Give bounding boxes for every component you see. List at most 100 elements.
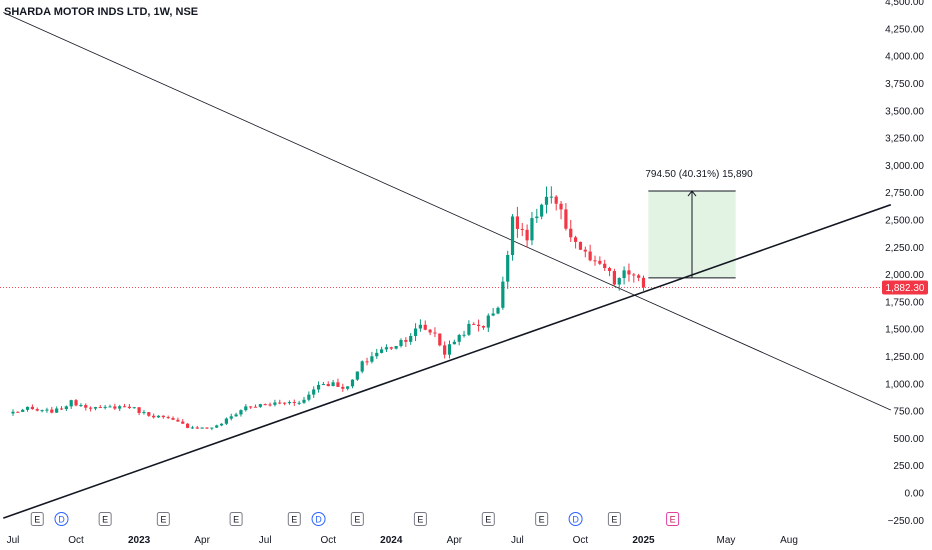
earnings-marker[interactable] [350,512,364,526]
candle[interactable] [331,382,335,387]
candle[interactable] [273,402,277,405]
candle[interactable] [93,407,98,409]
dividend-marker[interactable] [568,512,583,526]
candle[interactable] [389,347,393,349]
candle[interactable] [186,423,190,428]
candle[interactable] [127,406,131,409]
candle[interactable] [641,277,646,288]
candle[interactable] [55,408,59,413]
candle[interactable] [166,417,170,419]
candle[interactable] [375,352,379,357]
candle[interactable] [549,196,553,198]
candle[interactable] [574,237,578,242]
candle[interactable] [278,402,282,404]
candle[interactable] [253,406,258,408]
candle[interactable] [103,406,107,408]
earnings-marker[interactable] [229,512,243,526]
candle[interactable] [472,323,476,325]
candle[interactable] [462,334,466,336]
earnings-marker[interactable] [98,512,112,526]
candle[interactable] [215,425,219,428]
candle[interactable] [263,404,267,406]
candle[interactable] [122,406,127,408]
candle[interactable] [491,313,495,316]
candle[interactable] [593,260,597,262]
candle[interactable] [496,307,500,314]
candle[interactable] [40,410,44,412]
candle[interactable] [89,407,93,409]
candle[interactable] [544,196,549,205]
candle[interactable] [152,415,156,418]
earnings-marker[interactable] [607,512,621,526]
earnings-marker[interactable] [156,512,170,526]
candle[interactable] [447,344,452,355]
candle[interactable] [384,347,389,350]
candle[interactable] [588,251,592,261]
candle[interactable] [578,241,583,250]
candle[interactable] [540,204,544,217]
candle[interactable] [413,328,418,336]
candle[interactable] [554,196,558,204]
candle[interactable] [50,409,54,413]
candle[interactable] [98,407,102,409]
candle[interactable] [632,274,636,276]
candle[interactable] [598,260,602,264]
candle[interactable] [176,419,180,422]
candle[interactable] [74,400,78,406]
candle[interactable] [452,341,456,345]
candle[interactable] [79,405,83,407]
candle[interactable] [438,333,442,346]
candle[interactable] [443,345,447,355]
candle[interactable] [239,410,243,415]
candle[interactable] [326,384,330,387]
candle[interactable] [316,384,321,390]
candle[interactable] [399,339,403,347]
candle[interactable] [268,404,272,406]
candle[interactable] [229,416,233,419]
candle[interactable] [336,382,340,387]
candle[interactable] [520,228,524,230]
candle[interactable] [423,324,427,330]
earnings-marker[interactable] [413,512,427,526]
candle[interactable] [365,361,369,363]
candle[interactable] [21,409,25,412]
candle[interactable] [69,400,73,407]
candle[interactable] [428,329,432,333]
candle[interactable] [481,325,486,328]
candle[interactable] [161,415,165,418]
candle[interactable] [515,216,519,229]
earnings-marker[interactable] [30,512,44,526]
candle[interactable] [622,270,626,279]
candle[interactable] [607,268,612,272]
earnings-marker[interactable] [481,512,495,526]
candle[interactable] [156,415,161,418]
candle[interactable] [321,384,325,386]
candle[interactable] [510,216,515,255]
candle[interactable] [171,418,175,420]
candle[interactable] [501,281,505,308]
candle[interactable] [409,335,413,342]
candle[interactable] [16,411,20,413]
candle[interactable] [59,408,64,410]
candle[interactable] [132,407,136,409]
candle[interactable] [287,402,292,404]
candle[interactable] [380,349,384,353]
candle[interactable] [108,406,112,408]
candle[interactable] [569,228,573,238]
candle[interactable] [467,323,471,335]
dividend-marker[interactable] [54,512,69,526]
earnings-marker[interactable] [287,512,301,526]
earnings-marker[interactable] [535,512,549,526]
candle[interactable] [292,402,296,404]
candle[interactable] [307,394,311,400]
candle[interactable] [617,278,621,285]
candle[interactable] [234,414,238,417]
trendline-resistance[interactable] [3,12,892,411]
candle[interactable] [195,427,199,429]
candle[interactable] [627,270,631,275]
candle[interactable] [341,386,345,389]
candle[interactable] [219,423,224,426]
candle[interactable] [564,209,568,229]
candle[interactable] [84,405,88,408]
candle[interactable] [637,275,641,278]
